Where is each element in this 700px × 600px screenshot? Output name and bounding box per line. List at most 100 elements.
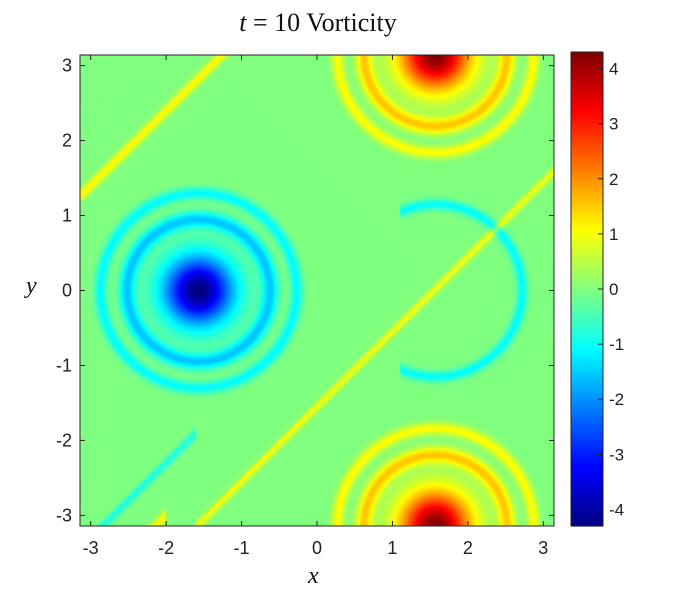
x-tick-label: 3 <box>538 538 548 558</box>
colorbar-segment <box>571 115 603 120</box>
colorbar-segment <box>571 170 603 176</box>
colorbar-segment <box>571 158 603 164</box>
colorbar-segment <box>571 269 603 274</box>
colorbar-segment <box>571 150 603 156</box>
colorbar-segment <box>571 210 603 215</box>
colorbar-segment <box>571 186 603 191</box>
colorbar-segment <box>571 514 603 519</box>
colorbar-segment <box>571 55 603 61</box>
colorbar-segment <box>571 52 603 57</box>
colorbar-segment <box>571 83 603 89</box>
colorbar-tick-label: -4 <box>609 500 624 519</box>
colorbar-segment <box>571 522 603 527</box>
colorbar-tick-label: 4 <box>609 60 618 79</box>
colorbar-segment <box>571 292 603 298</box>
colorbar-segment <box>571 423 603 428</box>
y-tick-label: 0 <box>62 281 72 301</box>
heatmap <box>80 55 554 526</box>
y-axis-label: y <box>26 273 37 299</box>
colorbar-segment <box>571 162 603 168</box>
colorbar-segment <box>571 454 603 460</box>
colorbar-segment <box>571 281 603 286</box>
colorbar-segment <box>571 470 603 476</box>
colorbar-segment <box>571 206 603 211</box>
y-axis-ticks: -3 -2 -1 0 1 2 3 <box>56 56 554 525</box>
colorbar-segment <box>571 241 603 247</box>
x-tick-label: 0 <box>312 538 322 558</box>
colorbar-segment <box>571 356 603 361</box>
colorbar-segment <box>571 67 603 73</box>
colorbar-segment <box>571 466 603 472</box>
colorbar-segment <box>571 490 603 495</box>
colorbar-segment <box>571 304 603 310</box>
colorbar-segment <box>571 229 603 235</box>
chart-title: t = 10 Vorticity <box>239 8 397 37</box>
colorbar-segment <box>571 178 603 183</box>
colorbar-segment <box>571 340 603 345</box>
colorbar-segment <box>571 99 603 104</box>
colorbar-segment <box>571 312 603 318</box>
colorbar-segment <box>571 71 603 77</box>
colorbar-segment <box>571 182 603 187</box>
colorbar-segment <box>571 261 603 266</box>
y-tick-label: -3 <box>56 505 72 525</box>
y-tick-label: 3 <box>62 56 72 76</box>
colorbar-segment <box>571 450 603 456</box>
colorbar-segment <box>571 360 603 365</box>
colorbar-segment <box>571 336 603 341</box>
colorbar-segment <box>571 443 603 448</box>
colorbar-tick-label: -3 <box>609 445 624 464</box>
colorbar-segment <box>571 127 603 132</box>
colorbar-segment <box>571 415 603 420</box>
colorbar-segment <box>571 458 603 464</box>
colorbar-segment <box>571 131 603 136</box>
colorbar-segment <box>571 107 603 112</box>
colorbar-segment <box>571 63 603 69</box>
colorbar-segment <box>571 213 603 219</box>
colorbar-segment <box>571 352 603 357</box>
heatmap-image <box>80 55 554 526</box>
colorbar-segment <box>571 371 603 377</box>
colorbar-segment <box>571 498 603 503</box>
colorbar-segment <box>571 439 603 444</box>
colorbar-segment <box>571 123 603 128</box>
x-axis-label: x <box>308 563 319 589</box>
colorbar: -4 -3 -2 -1 0 1 2 3 4 <box>570 51 624 527</box>
colorbar-segment <box>571 253 603 258</box>
colorbar-segment <box>571 300 603 306</box>
colorbar-segment <box>571 316 603 322</box>
colorbar-segment <box>571 237 603 243</box>
colorbar-segment <box>571 194 603 199</box>
colorbar-segment <box>571 225 603 231</box>
colorbar-segment <box>571 431 603 436</box>
colorbar-segment <box>571 348 603 353</box>
colorbar-segment <box>571 482 603 488</box>
colorbar-segment <box>571 387 603 393</box>
colorbar-segment <box>571 154 603 160</box>
colorbar-segment <box>571 91 603 97</box>
colorbar-segment <box>571 419 603 424</box>
colorbar-segment <box>571 59 603 65</box>
colorbar-segment <box>571 111 603 116</box>
x-tick-label: -3 <box>83 538 99 558</box>
colorbar-tick-label: -1 <box>609 335 624 354</box>
y-tick-label: 2 <box>62 131 72 151</box>
colorbar-segment <box>571 427 603 432</box>
colorbar-segment <box>571 146 603 152</box>
colorbar-segment <box>571 138 603 144</box>
colorbar-segment <box>571 217 603 223</box>
colorbar-segment <box>571 134 603 140</box>
colorbar-tick-label: -2 <box>609 390 624 409</box>
colorbar-segment <box>571 486 603 492</box>
colorbar-segment <box>571 75 603 81</box>
colorbar-segment <box>571 344 603 349</box>
colorbar-segment <box>571 277 603 282</box>
colorbar-segment <box>571 510 603 515</box>
y-tick-label: 1 <box>62 206 72 226</box>
colorbar-segment <box>571 411 603 416</box>
colorbar-segment <box>571 265 603 270</box>
colorbar-segment <box>571 379 603 385</box>
colorbar-segment <box>571 383 603 389</box>
colorbar-segment <box>571 249 603 255</box>
colorbar-segment <box>571 364 603 369</box>
